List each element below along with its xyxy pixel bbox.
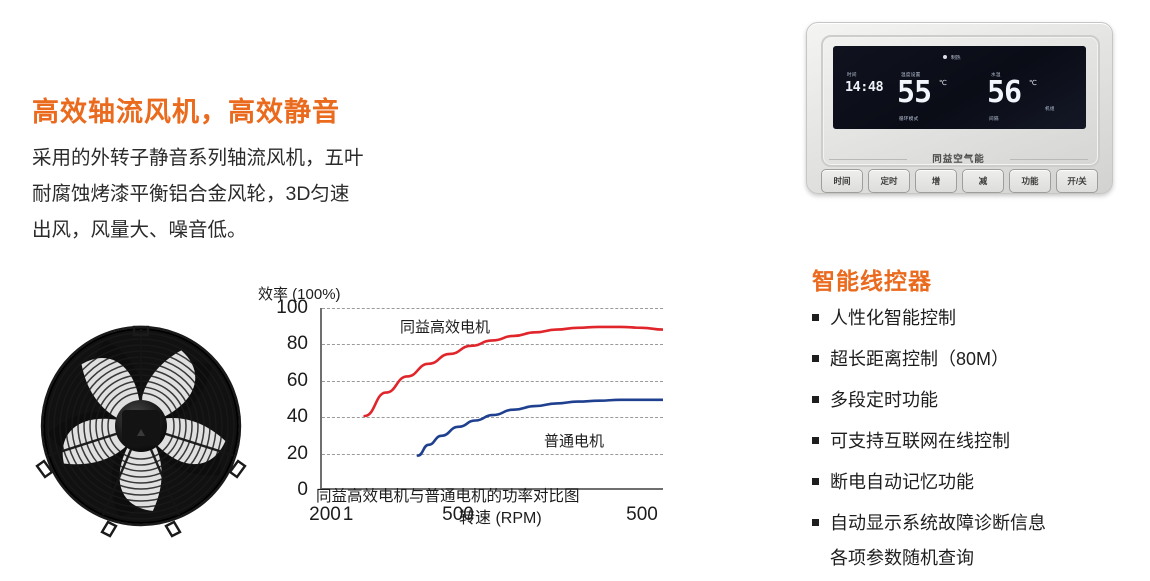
fan-body-line: 采用的外转子静音系列轴流风机，五叶	[32, 147, 364, 169]
lcd-unit-side-label: 机组	[1045, 106, 1055, 111]
bullet-square-icon	[812, 314, 819, 321]
y-tick: 80	[286, 333, 308, 355]
list-item-label: 自动显示系统故障诊断信息	[830, 513, 1046, 533]
y-tick: 20	[286, 442, 308, 464]
chart-series-line	[363, 325, 663, 418]
fan-body-line: 出风，风量大、噪音低。	[32, 219, 247, 241]
chart-caption: 同益高效电机与普通电机的功率对比图	[316, 488, 580, 505]
lcd-mode-label: 制热	[951, 56, 961, 61]
lcd-water-temp-label: 水温	[991, 72, 1001, 77]
controller-brand-row: 同益空气能	[821, 151, 1096, 167]
x-tick: 500	[442, 504, 474, 525]
fan-section-body: 采用的外转子静音系列轴流风机，五叶 耐腐蚀烤漆平衡铝合金风轮，3D匀速 出风，风…	[32, 140, 462, 248]
gridline	[322, 453, 663, 455]
chart-series-svg	[363, 325, 663, 457]
button-power[interactable]: 开/关	[1056, 169, 1098, 193]
button-increase[interactable]: 增	[915, 169, 957, 193]
list-item-label: 断电自动记忆功能	[830, 472, 974, 492]
chart-plot-area: 同益高效电机 普通电机	[320, 308, 663, 490]
fan-section-heading: 高效轴流风机，高效静音	[32, 97, 340, 127]
list-item: 多段定时功能	[812, 387, 1142, 413]
button-decrease[interactable]: 减	[962, 169, 1004, 193]
lcd-water-temp-value: 56	[987, 75, 1022, 110]
lcd-time-label: 时间	[847, 72, 857, 77]
wired-controller-device: 制热 时间 14:48 温度设置 55 ℃ 循环模式 水温 56 ℃ 间隔 机组…	[806, 22, 1113, 194]
list-item: 可支持互联网在线控制	[812, 428, 1142, 454]
button-time[interactable]: 时间	[821, 169, 863, 193]
chart-plot-wrapper: 100 80 60 40 20 0 同益高效电机 普通电机 同益高效电机与普通电…	[258, 297, 678, 527]
list-item-label: 超长距离控制（80M）	[830, 349, 1010, 369]
controller-brand-text: 同益空气能	[932, 154, 985, 165]
lcd-water-temp-unit: ℃	[1029, 80, 1037, 87]
heating-indicator-dot	[943, 55, 947, 59]
series-label-high-efficiency: 同益高效电机	[400, 319, 491, 336]
y-tick: 60	[286, 369, 308, 391]
axial-fan-image	[34, 312, 249, 540]
bullet-square-icon	[812, 519, 819, 526]
lcd-time-value: 14:48	[845, 79, 884, 95]
list-item-label: 多段定时功能	[830, 390, 938, 410]
controller-section-heading: 智能线控器	[812, 268, 932, 294]
lcd-set-temp-sub: 循环模式	[899, 116, 919, 121]
lcd-set-temp-value: 55	[897, 75, 932, 110]
chart-series-line	[416, 398, 663, 457]
gridline	[322, 344, 663, 346]
efficiency-comparison-chart: 效率 (100%) 100 80 60 40 20 0 同益高效电机 普通电机 …	[258, 283, 678, 535]
list-item-label-continuation: 各项参数随机查询	[830, 548, 974, 568]
brand-rule-left	[829, 159, 907, 160]
bullet-square-icon	[812, 437, 819, 444]
list-item: 断电自动记忆功能	[812, 469, 1142, 495]
button-timer[interactable]: 定时	[868, 169, 910, 193]
gridline	[322, 308, 663, 309]
list-item: 超长距离控制（80M）	[812, 346, 1142, 372]
x-tick: 500	[626, 504, 658, 525]
list-item: 自动显示系统故障诊断信息	[812, 510, 1142, 536]
bullet-square-icon	[812, 355, 819, 362]
lcd-set-temp-label: 温度设置	[901, 72, 921, 77]
list-item-label-group: 自动显示系统故障诊断信息	[830, 510, 1046, 536]
bullet-square-icon	[812, 396, 819, 403]
lcd-set-temp-unit: ℃	[939, 80, 947, 87]
controller-lcd-screen: 制热 时间 14:48 温度设置 55 ℃ 循环模式 水温 56 ℃ 间隔 机组	[833, 46, 1086, 129]
y-tick: 100	[276, 297, 308, 318]
x-tick: 1	[342, 504, 354, 525]
axial-fan-graphic	[35, 325, 247, 538]
chart-y-axis-ticks: 100 80 60 40 20 0	[258, 297, 314, 500]
controller-button-row: 时间 定时 增 减 功能 开/关	[821, 169, 1098, 193]
series-label-ordinary: 普通电机	[544, 433, 605, 450]
brand-rule-right	[1010, 159, 1088, 160]
controller-feature-list: 人性化智能控制 超长距离控制（80M） 多段定时功能 可支持互联网在线控制 断电…	[812, 305, 1142, 571]
button-function[interactable]: 功能	[1009, 169, 1051, 193]
controller-bezel: 制热 时间 14:48 温度设置 55 ℃ 循环模式 水温 56 ℃ 间隔 机组	[821, 35, 1100, 167]
chart-x-axis-title: 转速 (RPM)	[459, 510, 542, 527]
gridline	[322, 380, 663, 382]
x-tick: 200	[309, 504, 341, 525]
y-tick: 0	[297, 479, 308, 500]
list-item: 人性化智能控制	[812, 305, 1142, 331]
list-item-label: 可支持互联网在线控制	[830, 431, 1010, 451]
lcd-water-temp-sub: 间隔	[989, 116, 999, 121]
y-tick: 40	[286, 406, 308, 428]
bullet-square-icon	[812, 478, 819, 485]
chart-y-axis-title: 效率 (100%)	[258, 286, 341, 303]
fan-body-line: 耐腐蚀烤漆平衡铝合金风轮，3D匀速	[32, 183, 350, 205]
gridline	[322, 417, 663, 419]
list-item-label: 人性化智能控制	[830, 308, 956, 328]
